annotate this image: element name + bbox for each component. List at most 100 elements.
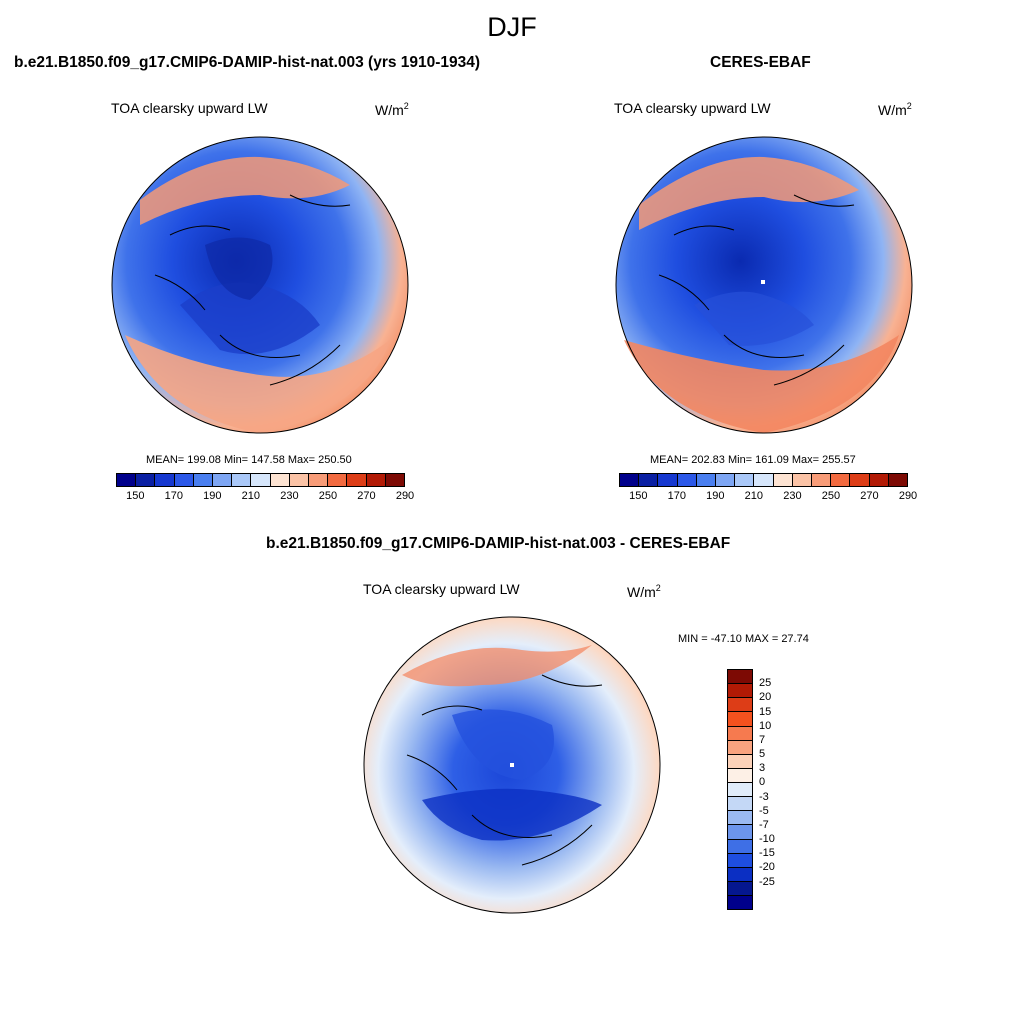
colorbar-tick-label: 0 <box>759 776 766 789</box>
colorbar-tick-label: -3 <box>759 790 769 803</box>
colorbar-tick-label: -25 <box>759 875 775 888</box>
colorbar-swatch <box>716 474 736 486</box>
colorbar-swatch <box>289 474 310 486</box>
colorbar-swatch <box>728 768 752 783</box>
colorbar-swatch <box>728 797 752 812</box>
diff-field-label: TOA clearsky upward LW <box>363 581 520 597</box>
colorbar-tick-label: 20 <box>759 691 772 704</box>
diff-colorbar-swatches <box>727 669 753 910</box>
colorbar-swatch <box>728 867 752 882</box>
colorbar-tick-label: -7 <box>759 818 769 831</box>
figure-title: DJF <box>487 12 537 42</box>
colorbar-swatch <box>232 474 252 486</box>
colorbar-swatch <box>888 474 908 486</box>
colorbar-tick-label: 290 <box>898 490 918 502</box>
diff-unit-label: W/m2 <box>627 583 661 600</box>
colorbar-tick-label: 230 <box>280 490 299 502</box>
obs-unit-label: W/m2 <box>878 101 912 118</box>
colorbar-tick-label: 5 <box>759 748 766 761</box>
colorbar-tick-label: 150 <box>126 490 145 502</box>
colorbar-tick-label: 150 <box>629 490 648 502</box>
colorbar-tick-label: 15 <box>759 705 772 718</box>
model-colorbar: 150 170 190 210 230 250 270 290 <box>116 473 414 503</box>
model-stats: MEAN= 199.08 Min= 147.58 Max= 250.50 <box>146 454 352 466</box>
colorbar-tick-label: 170 <box>164 490 183 502</box>
colorbar-tick-label: 25 <box>759 677 772 690</box>
colorbar-swatch <box>728 881 752 896</box>
colorbar-tick-label: 7 <box>759 733 766 746</box>
diff-stats: MIN = -47.10 MAX = 27.74 <box>678 633 809 645</box>
diff-polar-map <box>363 616 661 914</box>
colorbar-swatch <box>328 474 348 486</box>
colorbar-swatch <box>658 474 678 486</box>
model-colorbar-ticks: 150 170 190 210 230 250 270 290 <box>116 487 414 503</box>
diff-colorbar <box>727 669 753 910</box>
colorbar-swatch <box>639 474 659 486</box>
colorbar-swatch <box>869 474 889 486</box>
colorbar-swatch <box>117 474 137 486</box>
colorbar-tick-label: 210 <box>241 490 261 502</box>
colorbar-tick-label: 170 <box>667 490 686 502</box>
colorbar-swatch <box>728 853 752 868</box>
model-polar-map <box>111 136 409 434</box>
model-panel-title: b.e21.B1850.f09_g17.CMIP6-DAMIP-hist-nat… <box>14 54 481 71</box>
colorbar-swatch <box>193 474 214 486</box>
colorbar-tick-label: -20 <box>759 861 775 874</box>
colorbar-swatch <box>728 754 752 769</box>
colorbar-tick-label: 270 <box>860 490 879 502</box>
colorbar-swatch <box>728 811 752 826</box>
colorbar-swatch <box>735 474 755 486</box>
colorbar-swatch <box>728 670 752 685</box>
colorbar-swatch <box>385 474 405 486</box>
obs-stats: MEAN= 202.83 Min= 161.09 Max= 255.57 <box>650 454 856 466</box>
colorbar-swatch <box>728 896 752 910</box>
colorbar-tick-label: 10 <box>759 719 772 732</box>
colorbar-swatch <box>728 825 752 840</box>
colorbar-swatch <box>174 474 194 486</box>
colorbar-swatch <box>155 474 175 486</box>
colorbar-swatch <box>831 474 851 486</box>
colorbar-swatch <box>728 712 752 727</box>
colorbar-swatch <box>728 740 752 755</box>
colorbar-swatch <box>270 474 290 486</box>
colorbar-swatch <box>728 783 752 798</box>
colorbar-tick-label: 190 <box>203 490 222 502</box>
diff-panel-title: b.e21.B1850.f09_g17.CMIP6-DAMIP-hist-nat… <box>266 535 731 552</box>
obs-panel-title: CERES-EBAF <box>710 54 811 71</box>
colorbar-swatch <box>347 474 367 486</box>
model-unit-label: W/m2 <box>375 101 409 118</box>
obs-polar-map <box>615 136 913 434</box>
colorbar-swatch <box>728 684 752 699</box>
colorbar-swatch <box>773 474 793 486</box>
diff-colorbar-ticks: 25 20 15 10 7 5 3 0 -3 -5 -7 -10 -15 -20 -25 <box>759 669 799 910</box>
colorbar-swatch <box>792 474 813 486</box>
colorbar-tick-label: -15 <box>759 847 775 860</box>
obs-colorbar: 150 170 190 210 230 250 270 290 <box>619 473 917 503</box>
colorbar-swatch <box>677 474 697 486</box>
model-colorbar-swatches <box>116 473 405 487</box>
colorbar-swatch <box>366 474 386 486</box>
obs-colorbar-swatches <box>619 473 908 487</box>
colorbar-swatch <box>812 474 832 486</box>
colorbar-swatch <box>696 474 717 486</box>
colorbar-tick-label: 210 <box>744 490 764 502</box>
colorbar-swatch <box>620 474 640 486</box>
colorbar-swatch <box>728 839 752 854</box>
colorbar-tick-label: 230 <box>783 490 802 502</box>
model-field-label: TOA clearsky upward LW <box>111 100 268 116</box>
colorbar-swatch <box>728 698 752 713</box>
colorbar-tick-label: -10 <box>759 833 775 846</box>
colorbar-swatch <box>728 726 752 741</box>
colorbar-tick-label: 290 <box>395 490 415 502</box>
colorbar-tick-label: 270 <box>357 490 376 502</box>
colorbar-swatch <box>213 474 233 486</box>
colorbar-tick-label: -5 <box>759 804 769 817</box>
colorbar-tick-label: 250 <box>318 490 338 502</box>
colorbar-swatch <box>309 474 329 486</box>
obs-field-label: TOA clearsky upward LW <box>614 100 771 116</box>
colorbar-tick-label: 3 <box>759 762 766 775</box>
colorbar-swatch <box>251 474 271 486</box>
colorbar-swatch <box>850 474 870 486</box>
obs-colorbar-ticks: 150 170 190 210 230 250 270 290 <box>619 487 917 503</box>
colorbar-swatch <box>136 474 156 486</box>
